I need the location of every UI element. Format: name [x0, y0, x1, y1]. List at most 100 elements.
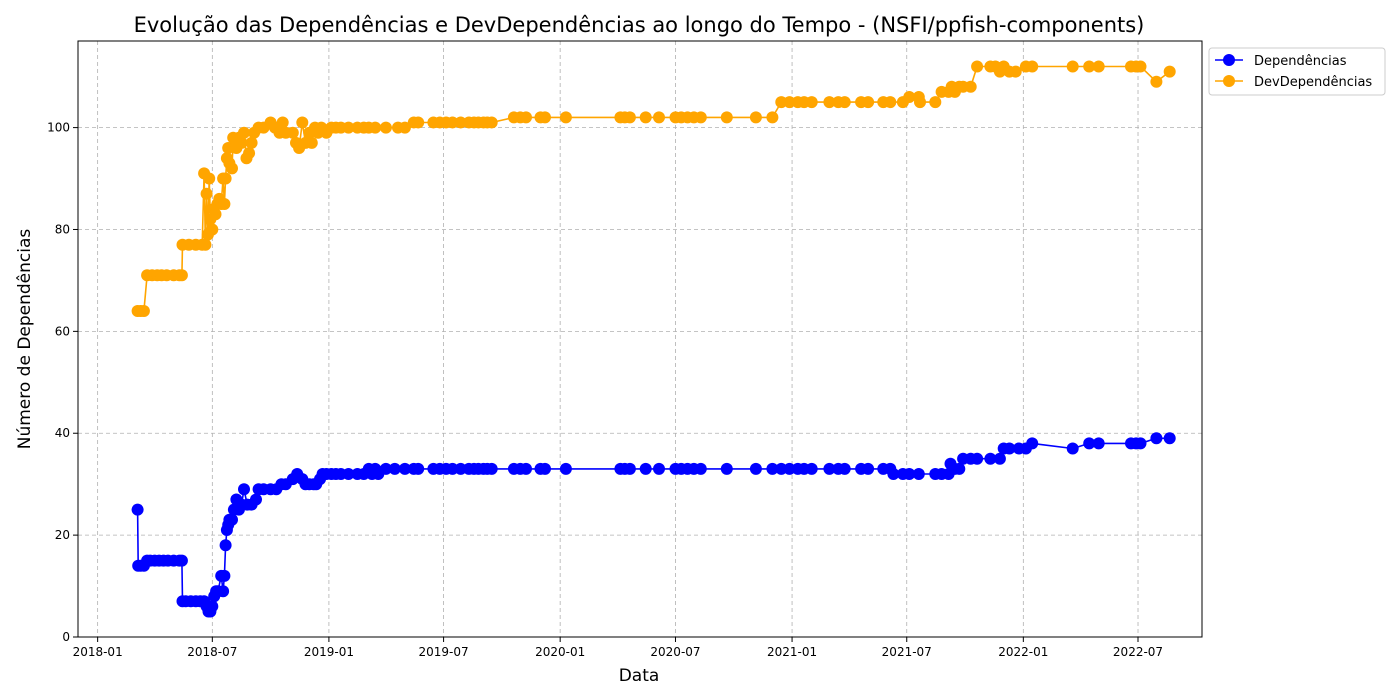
- y-axis-label: Número de Dependências: [15, 229, 35, 450]
- series-0: [131, 432, 1176, 618]
- data-point: [200, 187, 213, 200]
- data-point: [884, 96, 897, 109]
- data-point: [342, 468, 355, 480]
- data-point: [219, 539, 232, 552]
- data-point: [412, 462, 425, 475]
- data-point: [1134, 437, 1147, 450]
- data-point: [218, 198, 231, 210]
- data-point: [222, 142, 235, 154]
- legend-label: Dependências: [1254, 54, 1347, 69]
- data-point: [993, 452, 1006, 465]
- data-point: [1150, 75, 1163, 88]
- x-axis-label: Data: [619, 666, 660, 686]
- data-point: [520, 111, 532, 124]
- data-point: [1026, 60, 1039, 73]
- data-point: [805, 462, 818, 475]
- data-point: [235, 136, 248, 149]
- data-point: [199, 238, 212, 251]
- data-point: [520, 462, 532, 475]
- legend-marker: [1223, 54, 1235, 66]
- data-point: [1163, 432, 1176, 445]
- data-point: [342, 121, 355, 134]
- data-point: [446, 462, 459, 475]
- data-point: [971, 60, 984, 73]
- data-point: [720, 111, 733, 124]
- data-point: [1134, 60, 1147, 73]
- data-point: [639, 111, 652, 124]
- data-point: [912, 468, 925, 480]
- data-point: [203, 172, 216, 185]
- data-point: [175, 269, 188, 282]
- data-point: [559, 111, 572, 124]
- series-layer: [131, 60, 1176, 618]
- y-tick-label: 80: [55, 222, 70, 236]
- x-tick-label: 2020-07: [650, 645, 700, 659]
- data-point: [720, 462, 733, 475]
- data-point: [1083, 437, 1096, 450]
- data-point: [887, 468, 900, 480]
- data-point: [1163, 65, 1176, 78]
- data-point: [369, 121, 382, 134]
- data-point: [903, 468, 916, 480]
- data-point: [862, 462, 875, 475]
- x-tick-label: 2018-01: [73, 645, 123, 659]
- data-point: [984, 452, 997, 465]
- data-point: [1092, 60, 1105, 73]
- data-point: [296, 116, 309, 129]
- y-tick-label: 20: [55, 528, 70, 542]
- data-point: [217, 585, 230, 598]
- data-point: [783, 462, 796, 475]
- data-point: [388, 462, 401, 475]
- data-point: [1066, 60, 1079, 73]
- data-point: [623, 462, 636, 475]
- legend-entry: DevDependências: [1215, 75, 1372, 90]
- data-point: [559, 462, 572, 475]
- data-point: [454, 116, 467, 129]
- data-point: [398, 121, 411, 134]
- data-point: [1026, 437, 1039, 450]
- legend-entry: Dependências: [1215, 54, 1347, 69]
- x-tick-label: 2019-01: [304, 645, 354, 659]
- data-point: [1150, 432, 1163, 445]
- data-point: [838, 96, 851, 109]
- x-tick-label: 2022-01: [998, 645, 1048, 659]
- y-tick-label: 0: [62, 630, 70, 644]
- data-point: [929, 96, 942, 109]
- legend-label: DevDependências: [1254, 75, 1372, 90]
- data-point: [805, 96, 818, 109]
- data-point: [694, 111, 707, 124]
- data-point: [238, 483, 250, 496]
- data-point: [238, 126, 250, 139]
- data-point: [206, 223, 219, 236]
- data-point: [766, 111, 779, 124]
- data-point: [653, 462, 665, 475]
- data-point: [305, 136, 318, 149]
- y-tick-label: 100: [47, 121, 70, 135]
- data-point: [653, 111, 665, 124]
- data-point: [286, 126, 299, 139]
- data-point: [209, 208, 222, 221]
- data-point: [379, 462, 392, 475]
- data-point: [485, 116, 498, 129]
- data-point: [250, 493, 262, 506]
- data-point: [823, 96, 836, 109]
- data-point: [206, 600, 219, 613]
- data-point: [226, 513, 238, 526]
- y-tick-label: 60: [55, 324, 70, 338]
- data-point: [971, 452, 984, 465]
- data-point: [783, 96, 796, 109]
- plot-frame: [77, 40, 1203, 638]
- data-point: [485, 462, 498, 475]
- data-point: [694, 462, 707, 475]
- data-point: [749, 111, 762, 124]
- data-point: [1083, 60, 1096, 73]
- chart-title: Evolução das Dependências e DevDependênc…: [134, 13, 1145, 37]
- data-point: [766, 462, 779, 475]
- legend-box: [1208, 47, 1386, 96]
- series-1: [131, 60, 1176, 317]
- data-point: [953, 462, 966, 475]
- data-point: [243, 147, 256, 160]
- data-point: [131, 503, 144, 516]
- data-point: [862, 96, 875, 109]
